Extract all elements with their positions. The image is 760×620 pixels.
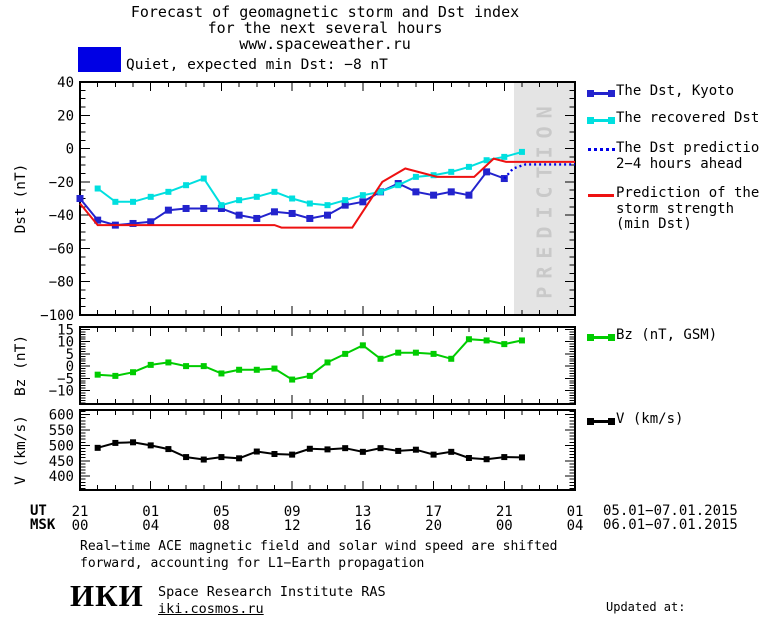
ylabel-bz: Bz (nT)	[13, 335, 29, 396]
ytick-label: 20	[57, 108, 74, 124]
ut-row-header: UT	[30, 503, 47, 519]
xtick-msk: 16	[354, 518, 371, 534]
xtick-msk: 12	[284, 518, 301, 534]
legend-label: Prediction of the storm strength (min Dst)	[616, 185, 760, 232]
updated-block: Updated at: UT 21:04, 06.01.2015 MSK 00:…	[606, 567, 758, 620]
ytick-label: 10	[57, 335, 74, 351]
xtick-msk: 20	[425, 518, 442, 534]
ytick-label: 0	[66, 359, 74, 375]
ytick-label: 550	[49, 423, 74, 439]
xtick-msk: 04	[567, 518, 584, 534]
xtick-ut: 21	[72, 504, 89, 520]
series-v-km-s	[94, 439, 525, 463]
ytick-label: 0	[66, 142, 74, 158]
ytick-label: 400	[49, 469, 74, 485]
xtick-msk: 00	[72, 518, 89, 534]
ytick-label: −60	[49, 241, 74, 257]
series-the-dst-prediction-2-4-hours-ahead	[503, 163, 575, 180]
legend-label: The Dst, Kyoto	[616, 83, 735, 99]
legend: The Dst, Kyoto The recovered Dst The Dst p…	[587, 0, 760, 620]
org-name: Space Research Institute RAS	[158, 584, 386, 600]
xtick-ut: 13	[354, 504, 371, 520]
ytick-label: −100	[40, 308, 74, 324]
series-the-recovered-dst	[94, 148, 525, 209]
ytick-label: −80	[49, 275, 74, 291]
status-text: Quiet, expected min Dst: −8 nT	[126, 57, 388, 73]
page-title: Forecast of geomagnetic storm and Dst in…	[0, 4, 650, 52]
footnote-line-1: Real−time ACE magnetic field and solar w…	[80, 539, 558, 554]
ytick-label: 450	[49, 454, 74, 470]
ytick-label: −10	[49, 384, 74, 400]
iki-logo: ИКИ	[70, 578, 144, 613]
footnote: Real−time ACE magnetic field and solar w…	[80, 539, 557, 572]
legend-label: The recovered Dst	[616, 110, 760, 126]
xtick-ut: 21	[496, 504, 513, 520]
msk-row-header: MSK	[30, 517, 56, 533]
msk-date-range: 06.01−07.01.2015	[603, 517, 738, 533]
ylabel-v: V (km/s)	[13, 415, 29, 485]
xtick-msk: 04	[142, 518, 159, 534]
legend-label: Bz (nT, GSM)	[616, 327, 718, 343]
updated-title: Updated at:	[606, 600, 686, 614]
panel-dst: PREDICTION 40 20 0 −20 −40 −60 −80 −100 Dst (nT)	[13, 75, 576, 324]
legend-label: V (km/s)	[616, 411, 684, 427]
xtick-ut: 05	[213, 504, 230, 520]
quiet-level-swatch	[78, 47, 121, 72]
ytick-label: −40	[49, 208, 74, 224]
site-link[interactable]: iki.cosmos.ru	[158, 601, 264, 617]
ytick-label: 40	[57, 75, 74, 91]
xtick-ut: 01	[567, 504, 584, 520]
series-prediction-of-the-storm-strength-min-dst	[79, 157, 575, 229]
ytick-label: 5	[66, 347, 74, 363]
ytick-label: 15	[57, 322, 74, 338]
ut-date-range: 05.01−07.01.2015	[603, 503, 738, 519]
series-bz-nt-gsm	[94, 336, 525, 383]
ytick-label: −20	[49, 175, 74, 191]
xtick-ut: 01	[142, 504, 159, 520]
xtick-ut: 09	[284, 504, 301, 520]
legend-label: The Dst prediction 2−4 hours ahead	[616, 140, 760, 172]
title-line-3: www.spaceweather.ru	[239, 35, 411, 53]
ylabel-dst: Dst (nT)	[13, 164, 29, 234]
title-line-1: Forecast of geomagnetic storm and Dst in…	[130, 3, 520, 21]
xtick-msk: 00	[496, 518, 513, 534]
xtick-msk: 08	[213, 518, 230, 534]
ytick-label: −5	[57, 371, 74, 387]
prediction-band-label: PREDICTION	[533, 98, 557, 298]
ytick-label: 500	[49, 438, 74, 454]
prediction-band	[514, 82, 575, 315]
ytick-label: 600	[49, 408, 74, 424]
xtick-ut: 17	[425, 504, 442, 520]
footnote-line-2: forward, accounting for L1−Earth propaga…	[80, 555, 425, 571]
title-line-2: for the next several hours	[207, 19, 443, 37]
